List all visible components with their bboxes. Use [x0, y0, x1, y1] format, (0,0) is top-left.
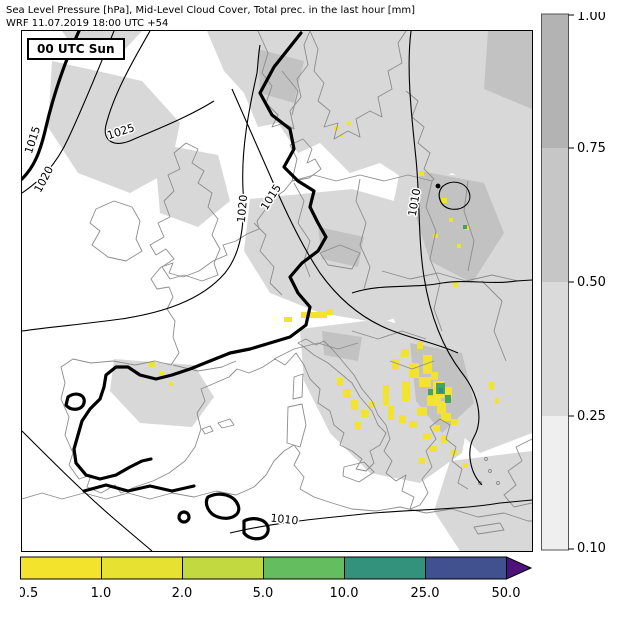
cloud-cbar-seg-4	[541, 416, 569, 550]
precip-cbar-label-25: 25.0	[411, 586, 440, 601]
precip-cbar-label-5: 5.0	[253, 586, 274, 601]
city-marker	[435, 183, 441, 189]
valid-time-label: 00 UTC Sun	[37, 42, 115, 56]
cloud-cbar-ticks	[568, 14, 574, 550]
valid-time-box: 00 UTC Sun	[27, 38, 125, 60]
map-panel: 00 UTC Sun	[21, 30, 533, 552]
map-canvas: 1015 1020 1025 1020 1015 1010 1010	[22, 31, 532, 551]
precip-cbar-label-50: 50.0	[492, 586, 521, 601]
cloud-cbar-label-100: 1.00	[577, 12, 606, 24]
precip-cbar-label-2: 2.0	[172, 586, 193, 601]
precip-cbar-labels: 0.5 1.0 2.0 5.0 10.0 25.0 50.0	[18, 586, 521, 601]
cloud-cbar-label-010: 0.10	[577, 541, 606, 552]
precip-cbar-seg-3	[182, 556, 264, 580]
cloud-cbar-label-075: 0.75	[577, 141, 606, 156]
precip-cbar-seg-6	[425, 556, 507, 580]
precip-cbar-seg-2	[101, 556, 183, 580]
contour-label-1020-center: 1020	[235, 194, 250, 223]
figure-subtitle: WRF 11.07.2019 18:00 UTC +54	[6, 18, 169, 29]
cloud-cover-colorbar-canvas: 1.00 0.75 0.50 0.25 0.10	[541, 9, 606, 556]
cloud-cover-colorbar: 1.00 0.75 0.50 0.25 0.10	[541, 9, 617, 556]
precip-cbar-label-1: 1.0	[91, 586, 112, 601]
precipitation-heavy	[439, 388, 443, 393]
contour-label-1010-south: 1010	[270, 512, 299, 528]
figure-title: Sea Level Pressure [hPa], Mid-Level Clou…	[6, 5, 416, 16]
cloud-cbar-label-050: 0.50	[577, 275, 606, 290]
cloud-cbar-labels: 1.00 0.75 0.50 0.25 0.10	[577, 9, 606, 556]
precip-cbar-label-10: 10.0	[330, 586, 359, 601]
contour-label-1020-nw: 1020	[32, 164, 57, 195]
figure-titles: Sea Level Pressure [hPa], Mid-Level Clou…	[6, 4, 415, 30]
pressure-contours-bold	[22, 31, 328, 541]
precipitation-colorbar-canvas: 0.5 1.0 2.0 5.0 10.0 25.0 50.0	[18, 556, 533, 601]
precip-cbar-arrow	[506, 556, 533, 580]
precip-cbar-seg-1	[20, 556, 102, 580]
cloud-cbar-seg-2	[541, 148, 569, 282]
precip-cbar-seg-5	[344, 556, 426, 580]
precip-cbar-seg-4	[263, 556, 345, 580]
cloud-cbar-label-025: 0.25	[577, 409, 606, 424]
precip-cbar-label-05: 0.5	[20, 586, 38, 601]
cloud-cbar-seg-3	[541, 282, 569, 416]
precipitation-colorbar: 0.5 1.0 2.0 5.0 10.0 25.0 50.0	[18, 556, 534, 608]
cloud-cbar-seg-1	[541, 14, 569, 148]
